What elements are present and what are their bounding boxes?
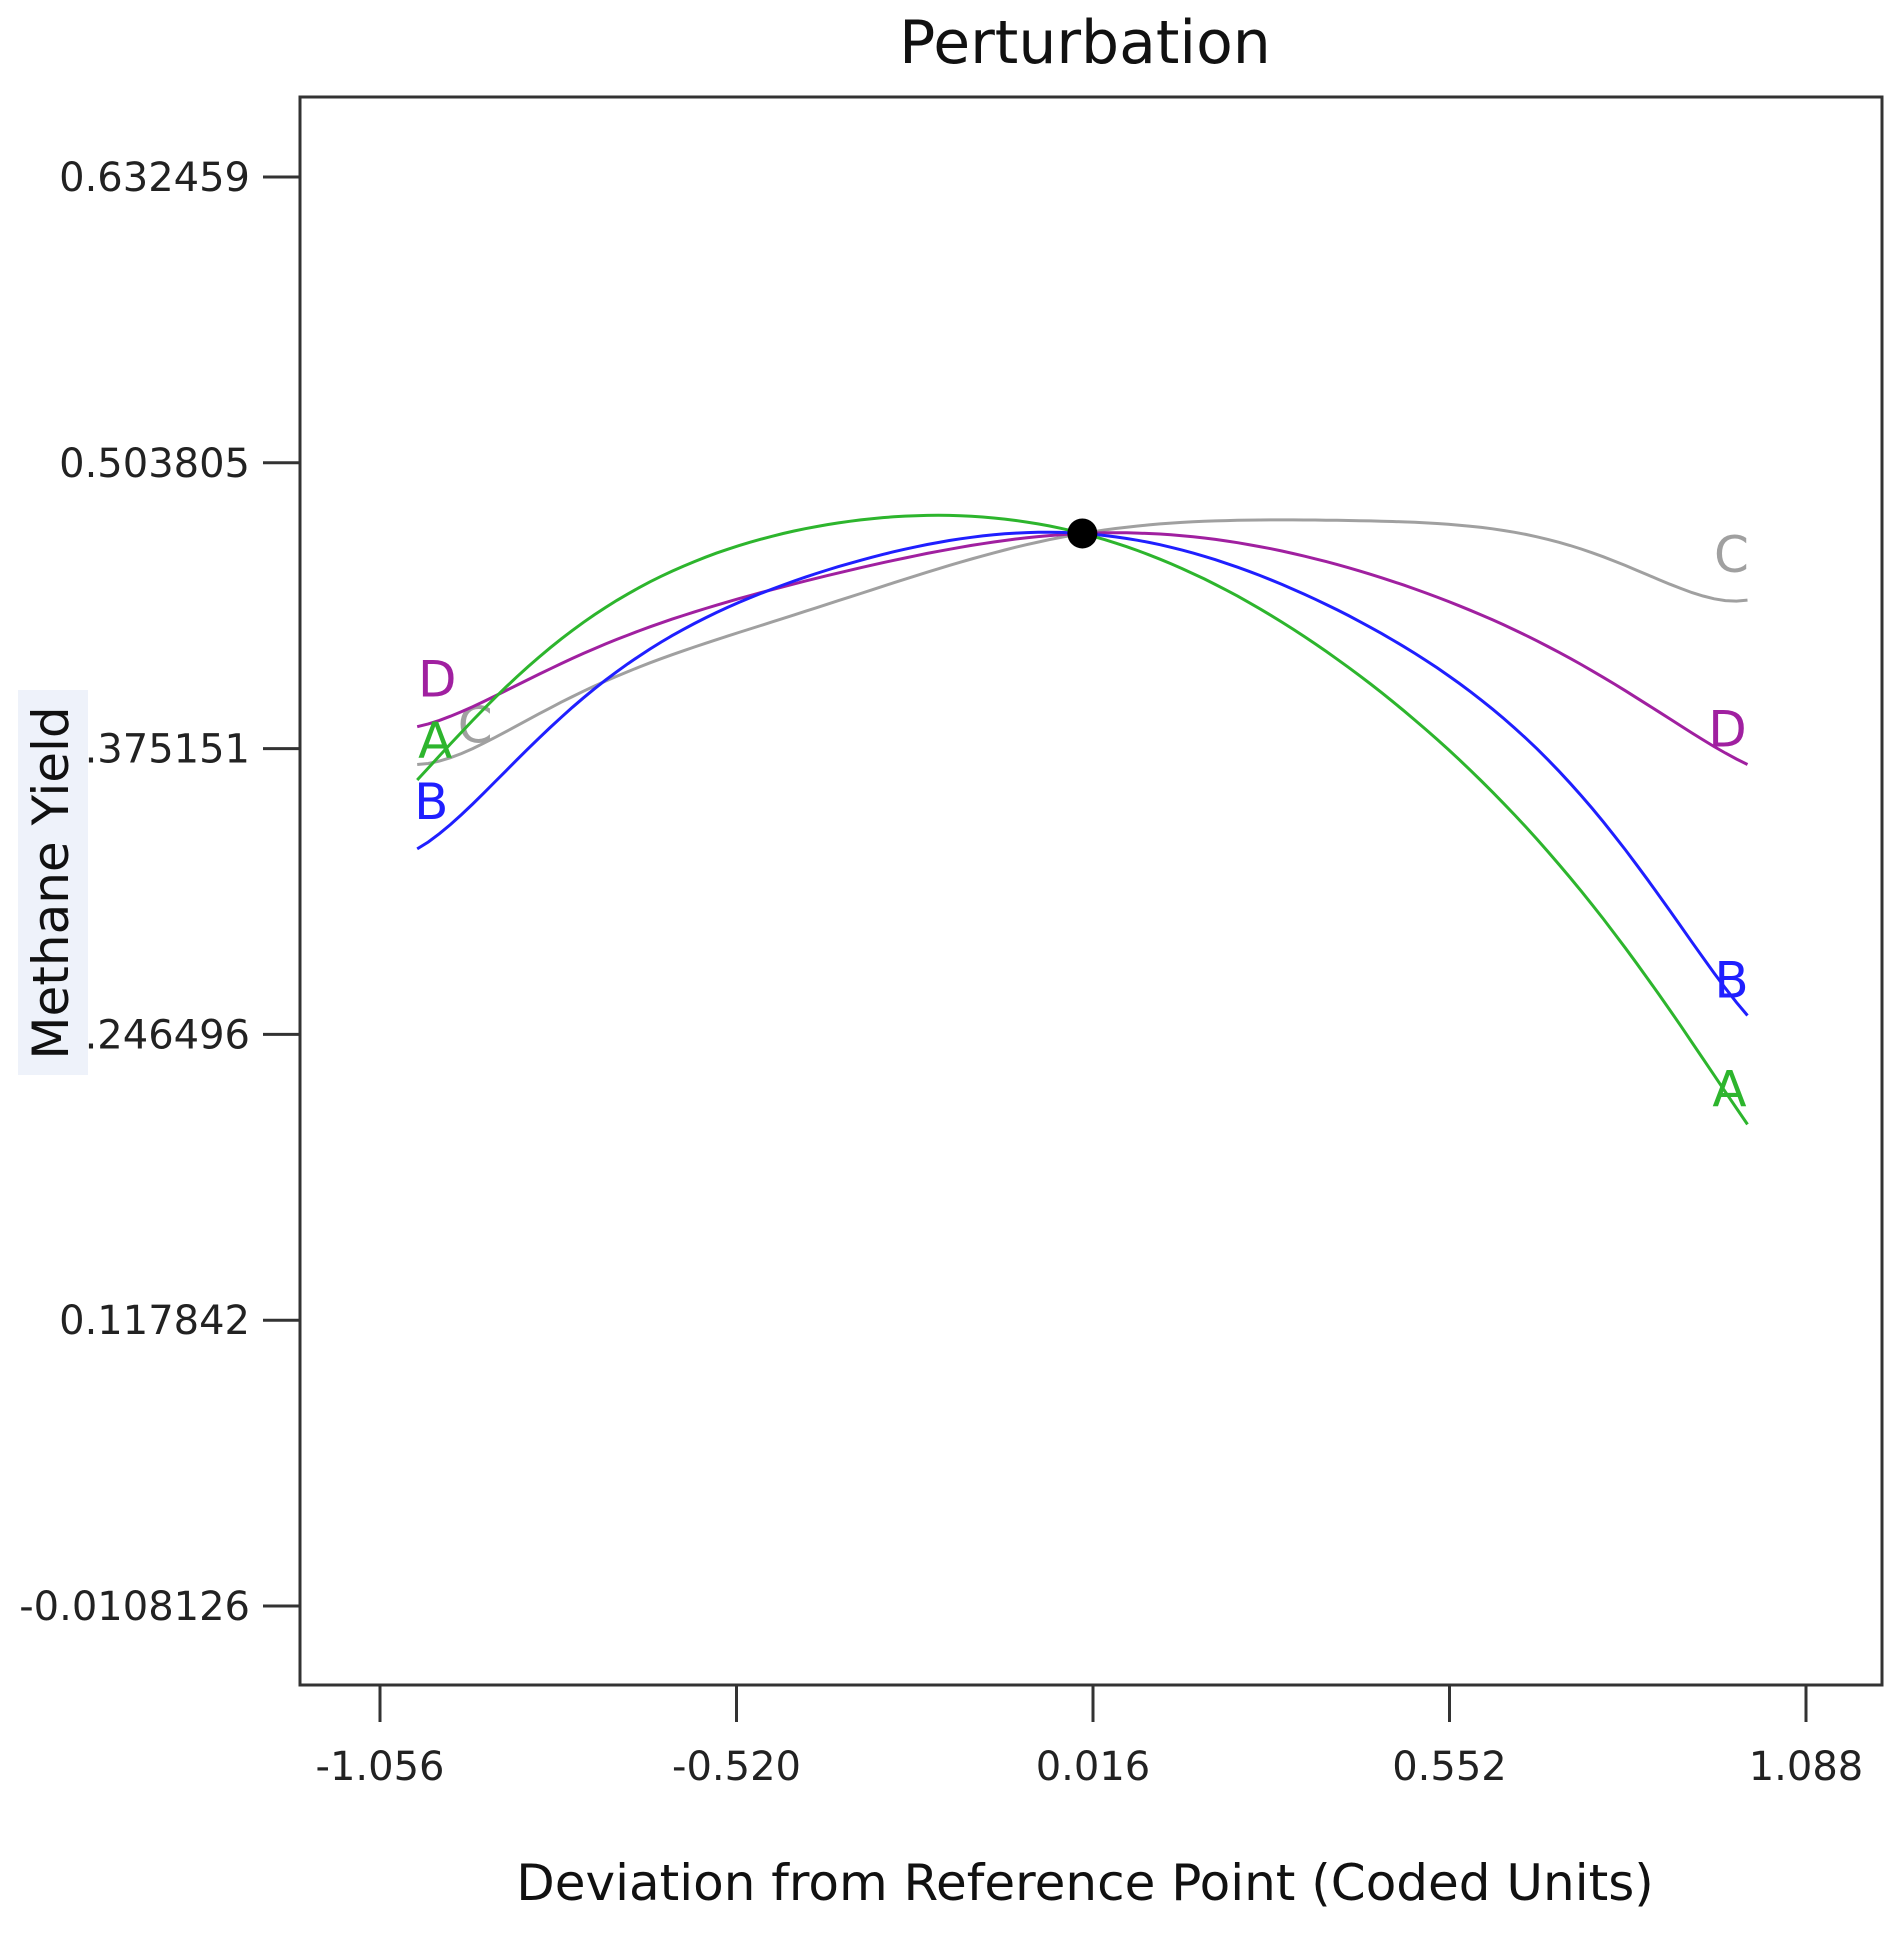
y-tick-label: -0.0108126 xyxy=(19,1584,250,1630)
x-tick-label: 0.552 xyxy=(1392,1744,1507,1790)
series-line-d xyxy=(416,531,1749,766)
x-tick-label: -0.520 xyxy=(672,1744,801,1790)
series-label-b-right: B xyxy=(1714,952,1748,1010)
plot-frame xyxy=(298,95,1884,1687)
series-line-c xyxy=(417,518,1748,766)
y-tick-label: 0.375151 xyxy=(59,727,250,773)
series-label-a-right: A xyxy=(1712,1060,1746,1118)
series-label-b-left: B xyxy=(414,773,448,831)
series-label-d-left: D xyxy=(418,651,457,709)
x-axis: -1.056 -0.520 0.016 0.552 1.088 xyxy=(316,1685,1864,1790)
x-tick-label: 1.088 xyxy=(1749,1744,1864,1790)
y-axis-label: Methane Yield xyxy=(22,706,80,1059)
series-label-d-right: D xyxy=(1708,700,1747,758)
x-axis-label: Deviation from Reference Point (Coded Un… xyxy=(516,1854,1654,1912)
chart-title: Perturbation xyxy=(899,8,1271,78)
y-tick-label: 0.503805 xyxy=(59,441,250,487)
reference-point-marker xyxy=(1067,518,1098,549)
y-tick-label: 0.246496 xyxy=(59,1012,250,1058)
y-tick-label: 0.632459 xyxy=(59,155,250,201)
series-label-c-right: C xyxy=(1714,526,1749,584)
y-axis: 0.632459 0.503805 0.375151 0.246496 0.117842… xyxy=(19,155,300,1630)
series-label-a-left: A xyxy=(418,712,452,770)
y-axis-label-background xyxy=(18,690,88,1075)
y-tick-label: 0.117842 xyxy=(59,1298,250,1344)
x-tick-label: 0.016 xyxy=(1036,1744,1151,1790)
series-line-b xyxy=(416,530,1749,1017)
series-line-a xyxy=(416,513,1749,1126)
x-tick-label: -1.056 xyxy=(316,1744,445,1790)
